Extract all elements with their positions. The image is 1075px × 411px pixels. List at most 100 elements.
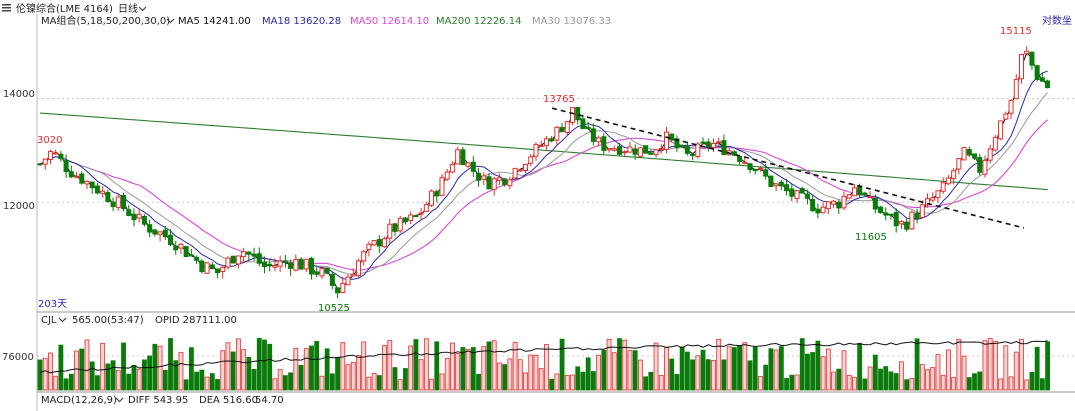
volume-bar bbox=[742, 342, 748, 391]
candle-body bbox=[538, 144, 544, 147]
candle-body bbox=[987, 148, 993, 161]
volume-bar bbox=[836, 368, 842, 391]
volume-bar bbox=[491, 340, 497, 391]
macd-label[interactable]: MACD(12,26,9) bbox=[41, 395, 117, 406]
log-scale-label[interactable]: 对数坐 bbox=[1042, 14, 1072, 27]
period-selector[interactable]: 日线 bbox=[118, 2, 138, 15]
candle-body bbox=[883, 212, 889, 216]
volume-bar bbox=[1045, 341, 1050, 391]
volume-bar bbox=[820, 356, 826, 391]
volume-bar bbox=[528, 354, 534, 391]
volume-bar bbox=[189, 347, 194, 391]
volume-bar bbox=[340, 342, 346, 391]
ma30-line bbox=[39, 92, 1048, 275]
ma-group-label[interactable]: MA组合(5,18,50,200,30,0) bbox=[41, 14, 170, 27]
candle-body bbox=[637, 147, 643, 157]
volume-bar bbox=[356, 355, 361, 391]
candle-body bbox=[423, 204, 429, 212]
volume-bar bbox=[872, 354, 878, 391]
chevron-down-icon[interactable] bbox=[166, 18, 175, 24]
volume-bar bbox=[596, 354, 602, 391]
volume-bar bbox=[747, 360, 753, 391]
candle-body bbox=[460, 149, 466, 166]
volume-bar bbox=[695, 355, 701, 391]
candle-body bbox=[580, 118, 586, 130]
candle-body bbox=[872, 197, 878, 210]
chevron-down-icon[interactable] bbox=[138, 6, 147, 12]
hamburger-icon[interactable] bbox=[2, 4, 11, 12]
candle-body bbox=[690, 153, 696, 156]
volume-bar bbox=[329, 373, 335, 391]
volume-bar bbox=[778, 346, 784, 391]
candle-body bbox=[131, 213, 137, 221]
candle-body bbox=[215, 268, 221, 274]
header: 伦镍综合(LME 4164) 日线 bbox=[2, 2, 147, 15]
volume-bar bbox=[1024, 379, 1030, 391]
ma-legend: MA组合(5,18,50,200,30,0) MA5 14241.00 MA18… bbox=[41, 14, 1072, 27]
candle-body bbox=[679, 145, 685, 148]
volume-bar bbox=[58, 344, 64, 391]
chevron-down-icon[interactable] bbox=[58, 317, 67, 323]
volume-bar bbox=[147, 355, 153, 391]
volume-bar bbox=[590, 371, 596, 391]
candle-body bbox=[627, 146, 633, 153]
candle-body bbox=[596, 137, 602, 143]
volume-bar bbox=[63, 378, 69, 391]
volume-bar bbox=[397, 379, 403, 391]
volume-bar bbox=[523, 372, 528, 391]
candle-body bbox=[878, 206, 884, 214]
candle-body bbox=[502, 178, 508, 186]
candle-body bbox=[89, 181, 95, 189]
volume-bar bbox=[100, 342, 106, 391]
candle-body bbox=[1034, 65, 1040, 80]
ma5-value: MA5 14241.00 bbox=[178, 16, 251, 27]
candle-body bbox=[470, 161, 476, 172]
volume-bar bbox=[502, 364, 508, 391]
candle-body bbox=[465, 162, 471, 167]
volume-bar bbox=[84, 339, 90, 391]
candle-body bbox=[402, 217, 408, 223]
macd-dea-value: DEA 516.60 bbox=[199, 395, 258, 406]
volume-bar bbox=[684, 351, 690, 391]
candle-body bbox=[925, 198, 931, 206]
volume-bar bbox=[298, 364, 304, 391]
volume-bar bbox=[946, 349, 951, 391]
volume-bar bbox=[230, 351, 236, 391]
candle-body bbox=[757, 167, 763, 170]
candle-body bbox=[512, 167, 518, 179]
volume-bar bbox=[585, 357, 591, 391]
volume-bar bbox=[110, 360, 116, 391]
volume-bar bbox=[992, 341, 998, 391]
candle-body bbox=[141, 215, 147, 225]
volume-bar bbox=[235, 338, 241, 391]
volume-bar bbox=[925, 369, 930, 391]
label-peak-15115: 15115 bbox=[1000, 26, 1032, 37]
candle-body bbox=[575, 106, 581, 121]
volume-bar bbox=[392, 367, 398, 391]
volume-bar bbox=[982, 340, 988, 391]
chevron-down-icon[interactable] bbox=[115, 397, 124, 403]
candle-body bbox=[752, 168, 758, 172]
candle-body bbox=[669, 133, 675, 141]
candle-body bbox=[277, 260, 283, 267]
candle-body bbox=[235, 255, 241, 265]
candle-body bbox=[904, 221, 910, 230]
volume-bar bbox=[387, 340, 393, 391]
volume-bar bbox=[366, 376, 372, 391]
candle-body bbox=[392, 223, 398, 232]
volume-bar bbox=[95, 375, 100, 391]
candle-body bbox=[251, 253, 257, 257]
price-tick-14000: 14000 bbox=[3, 89, 35, 100]
candle-body bbox=[888, 213, 894, 216]
candle-body bbox=[930, 197, 936, 201]
volume-bar bbox=[627, 350, 633, 391]
candlesticks bbox=[37, 46, 1051, 299]
candle-body bbox=[63, 160, 69, 173]
candle-body bbox=[1018, 53, 1024, 80]
volume-bar bbox=[544, 344, 549, 391]
volume-bar bbox=[309, 345, 314, 391]
volume-label[interactable]: CJL bbox=[41, 315, 57, 326]
candle-body bbox=[136, 213, 142, 219]
volume-bar bbox=[914, 338, 920, 391]
candle-body bbox=[648, 152, 654, 155]
